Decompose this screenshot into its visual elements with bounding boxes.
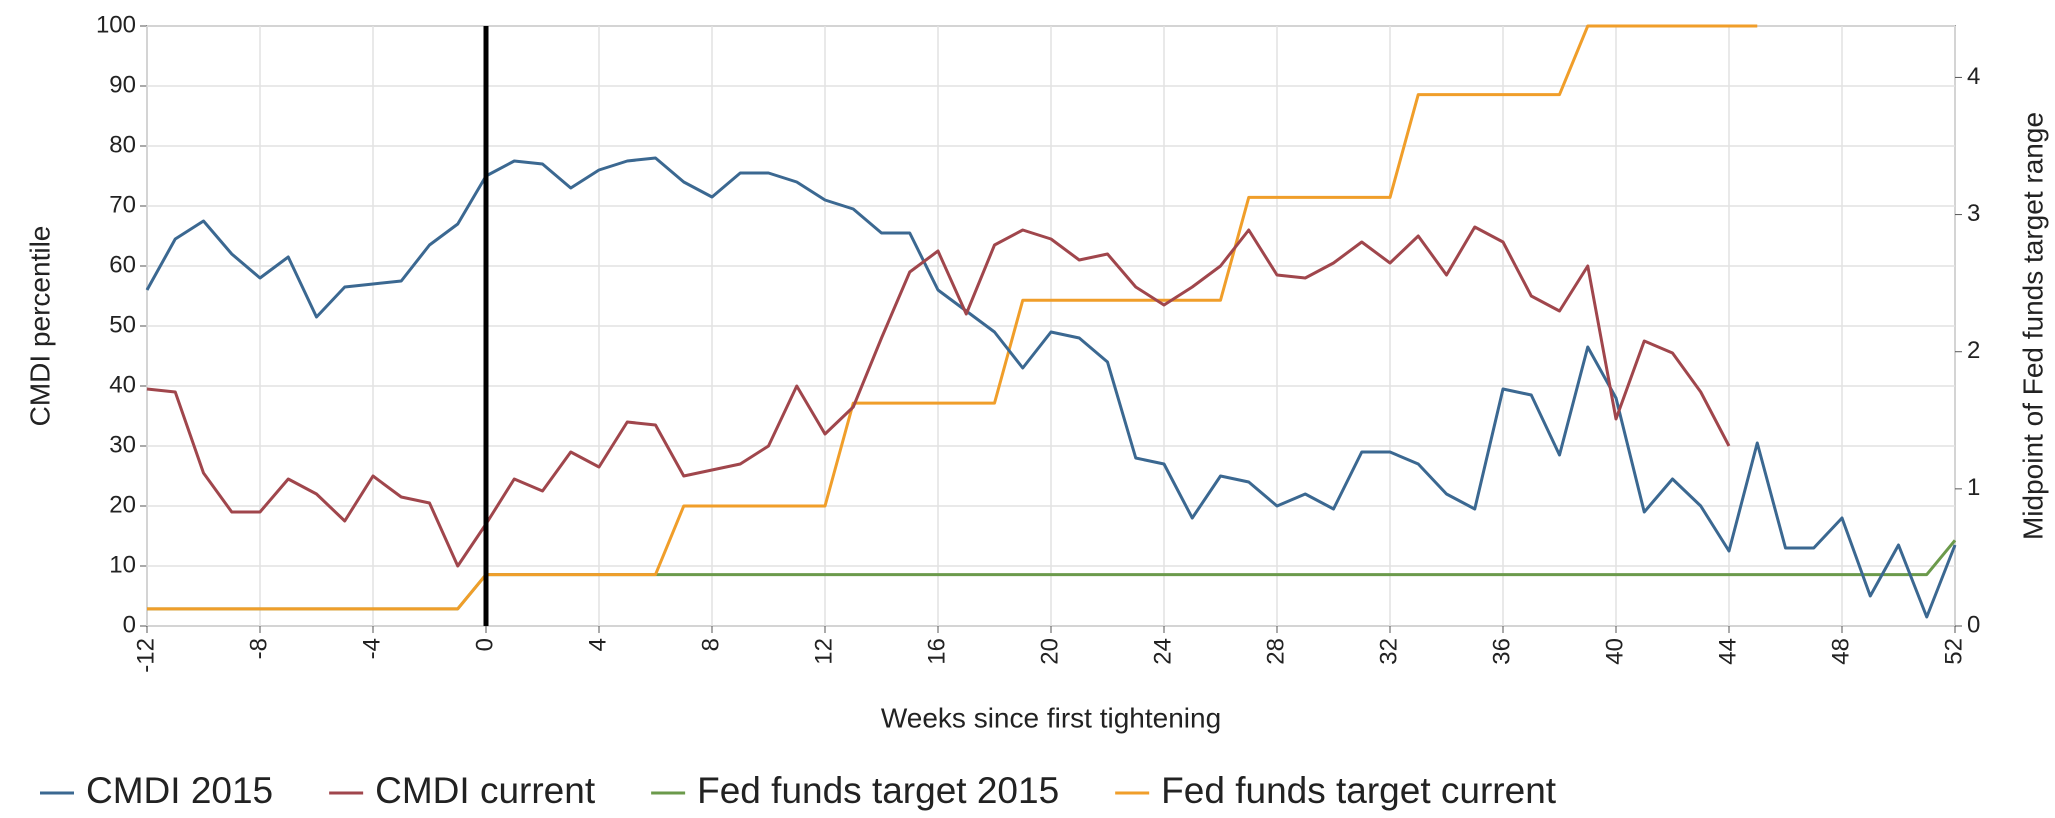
y-tick-label: 50	[109, 311, 136, 338]
legend-label: CMDI 2015	[86, 770, 273, 811]
y2-tick-label: 3	[1967, 200, 1980, 227]
x-tick-label: 36	[1488, 638, 1515, 665]
y-tick-label: 80	[109, 131, 136, 158]
y2-tick-label: 4	[1967, 63, 1980, 90]
x-tick-label: 8	[697, 638, 724, 651]
x-tick-label: 52	[1940, 638, 1967, 665]
y-tick-label: 90	[109, 71, 136, 98]
y-axis-title: CMDI percentile	[24, 226, 55, 427]
y-tick-label: 0	[123, 611, 136, 638]
y-tick-label: 30	[109, 431, 136, 458]
x-tick-label: -12	[132, 638, 159, 673]
series-line	[147, 24, 1758, 611]
x-axis-title: Weeks since first tightening	[881, 702, 1221, 733]
x-tick-label: -4	[358, 638, 385, 659]
x-tick-label: 0	[471, 638, 498, 651]
x-tick-label: 4	[584, 638, 611, 651]
x-tick-label: 20	[1036, 638, 1063, 665]
y2-tick-label: 2	[1967, 337, 1980, 364]
y2-tick-label: 0	[1967, 611, 1980, 638]
series-line	[146, 225, 1731, 568]
x-tick-label: 44	[1714, 638, 1741, 665]
y-tick-label: 100	[96, 11, 136, 38]
x-tick-label: 12	[810, 638, 837, 665]
x-tick-label: 32	[1375, 638, 1402, 665]
x-tick-label: 28	[1262, 638, 1289, 665]
series-line	[145, 156, 1957, 619]
x-tick-label: 48	[1827, 638, 1854, 665]
y2-tick-label: 1	[1967, 474, 1980, 501]
legend-label: Fed funds target 2015	[697, 770, 1059, 811]
y-tick-label: 10	[109, 551, 136, 578]
x-tick-label: 40	[1601, 638, 1628, 665]
x-tick-label: 16	[923, 638, 950, 665]
x-tick-label: 24	[1149, 638, 1176, 665]
y-tick-label: 70	[109, 191, 136, 218]
legend-label: CMDI current	[375, 770, 596, 811]
legend-label: Fed funds target current	[1161, 770, 1557, 811]
y-tick-label: 20	[109, 491, 136, 518]
y2-axis-title: Midpoint of Fed funds target range	[2017, 112, 2048, 540]
x-tick-label: -8	[245, 638, 272, 659]
y-tick-label: 40	[109, 371, 136, 398]
y-tick-label: 60	[109, 251, 136, 278]
